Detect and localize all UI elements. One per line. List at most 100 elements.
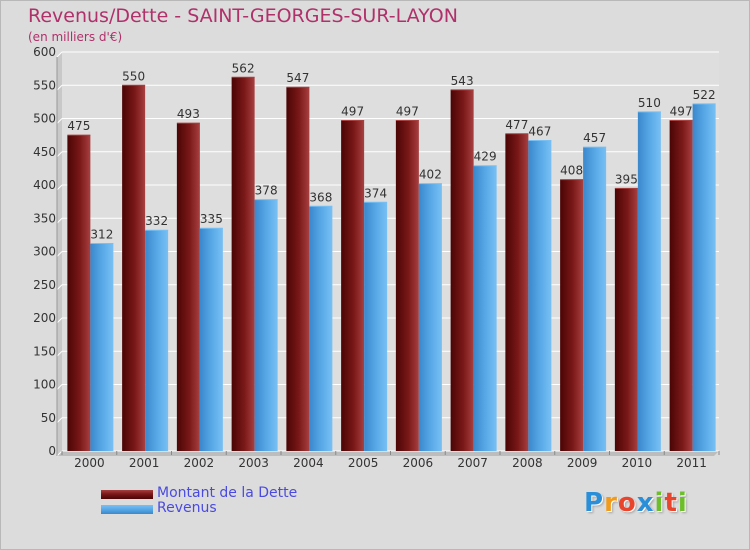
bar-debt — [560, 179, 584, 451]
x-tick-label: 2000 — [74, 456, 105, 470]
gridline-wall — [56, 251, 63, 257]
y-tick-label: 600 — [33, 45, 56, 59]
bar-debt — [231, 77, 255, 452]
logo-letter: o — [617, 488, 637, 518]
y-tick-label: 350 — [33, 211, 56, 225]
bar-debt — [505, 133, 529, 452]
data-label-revenue: 510 — [638, 96, 661, 110]
data-label-debt: 543 — [451, 74, 474, 88]
bar-revenue — [254, 199, 278, 451]
data-label-debt: 497 — [341, 104, 364, 118]
data-label-debt: 497 — [396, 104, 419, 118]
data-label-debt: 395 — [615, 172, 638, 186]
y-tick-label: 500 — [33, 112, 56, 126]
y-tick-label: 250 — [33, 278, 56, 292]
bar-revenue — [473, 165, 497, 451]
gridline-wall — [56, 151, 63, 158]
data-label-debt: 493 — [177, 107, 200, 121]
bar-revenue — [199, 228, 223, 451]
x-tick-label: 2007 — [457, 456, 488, 470]
gridline-wall — [56, 450, 63, 457]
y-tick-label: 300 — [33, 245, 56, 259]
y-tick-label: 100 — [33, 378, 56, 392]
logo-letter: P — [584, 488, 605, 518]
bar-revenue — [364, 202, 388, 451]
gridline-wall — [56, 84, 63, 91]
bar-revenue — [528, 140, 552, 451]
logo-letter: t — [664, 488, 678, 518]
data-label-revenue: 378 — [255, 184, 278, 198]
gridline-wall — [56, 284, 63, 291]
proxiti-logo: Proxiti — [584, 488, 688, 518]
plot-floor — [57, 451, 719, 456]
x-tick-label: 2003 — [238, 456, 269, 470]
data-label-revenue: 312 — [90, 228, 113, 242]
x-tick-label: 2004 — [293, 456, 324, 470]
bar-debt — [67, 135, 91, 451]
legend-swatch-revenue — [101, 505, 153, 514]
x-tick-label: 2011 — [676, 456, 707, 470]
y-tick-label: 400 — [33, 178, 56, 192]
gridline-wall — [56, 317, 63, 324]
logo-letter: i — [654, 488, 665, 518]
data-label-debt: 562 — [232, 61, 255, 75]
y-tick-label: 150 — [33, 344, 56, 358]
gridline-wall — [56, 51, 63, 58]
bar-debt — [286, 87, 310, 452]
gridline-wall — [56, 184, 63, 191]
data-label-revenue: 332 — [145, 214, 168, 228]
data-label-revenue: 467 — [528, 124, 551, 138]
x-tick-label: 2008 — [512, 456, 543, 470]
y-tick-label: 50 — [41, 411, 56, 425]
bar-revenue — [692, 103, 716, 452]
data-label-revenue: 457 — [583, 131, 606, 145]
x-tick-label: 2001 — [129, 456, 160, 470]
x-tick-label: 2009 — [567, 456, 598, 470]
bar-revenue — [90, 243, 114, 451]
data-label-revenue: 368 — [309, 190, 332, 204]
bar-debt — [176, 123, 200, 451]
logo-letter: x — [636, 488, 655, 518]
legend-label-debt: Montant de la Dette — [157, 485, 298, 501]
gridline-wall — [56, 118, 63, 124]
legend-label-revenue: Revenus — [157, 500, 217, 516]
gridline-wall — [56, 384, 63, 390]
x-tick-label: 2002 — [184, 456, 215, 470]
bar-debt — [450, 89, 474, 451]
gridline-wall — [56, 417, 63, 424]
data-label-revenue: 522 — [693, 88, 716, 102]
data-label-revenue: 374 — [364, 186, 387, 200]
logo-letter: r — [604, 488, 618, 518]
bar-debt — [122, 85, 146, 451]
bar-debt — [669, 120, 693, 452]
bar-revenue — [418, 183, 442, 452]
chart-title: Revenus/Dette - SAINT-GEORGES-SUR-LAYON — [28, 5, 458, 27]
x-tick-label: 2006 — [403, 456, 434, 470]
data-label-debt: 547 — [286, 71, 309, 85]
data-label-debt: 477 — [505, 118, 528, 132]
data-label-debt: 408 — [560, 164, 583, 178]
bar-revenue — [637, 111, 661, 451]
data-label-revenue: 402 — [419, 168, 442, 182]
gridline-wall — [56, 350, 63, 357]
data-label-debt: 475 — [67, 119, 90, 133]
x-tick-label: 2010 — [622, 456, 653, 470]
gridline-wall — [56, 217, 63, 224]
data-label-debt: 497 — [670, 104, 693, 118]
data-label-debt: 550 — [122, 69, 145, 83]
legend-swatch-debt — [101, 490, 153, 499]
y-tick-label: 200 — [33, 311, 56, 325]
data-label-revenue: 429 — [474, 150, 497, 164]
chart-subtitle: (en milliers d'€) — [28, 30, 123, 44]
bar-debt — [614, 188, 638, 451]
y-tick-label: 0 — [48, 444, 56, 458]
data-label-revenue: 335 — [200, 212, 223, 226]
x-tick-label: 2005 — [348, 456, 379, 470]
y-tick-label: 450 — [33, 145, 56, 159]
y-tick-label: 550 — [33, 78, 56, 92]
logo-letter: i — [677, 488, 688, 518]
bar-revenue — [145, 230, 169, 451]
bar-debt — [341, 120, 365, 452]
